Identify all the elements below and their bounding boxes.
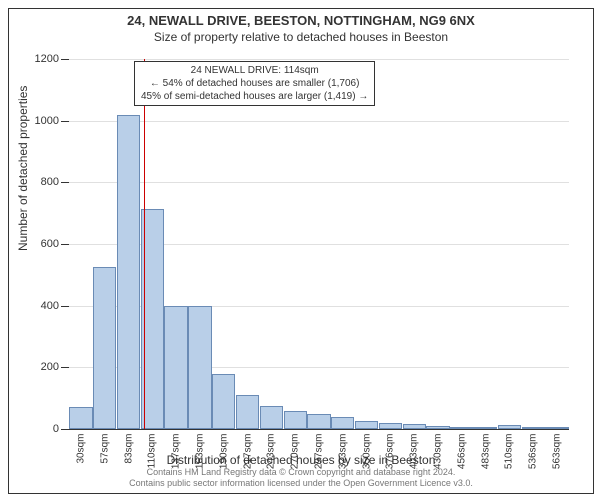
y-tick-label: 800 xyxy=(27,176,59,188)
plot-area: 02004006008001000120030sqm57sqm83sqm110s… xyxy=(69,59,569,430)
histogram-bar xyxy=(355,421,378,429)
y-tick-label: 200 xyxy=(27,361,59,373)
footer-line-1: Contains HM Land Registry data © Crown c… xyxy=(9,467,593,478)
annotation-line-3: 45% of semi-detached houses are larger (… xyxy=(141,90,368,103)
histogram-bar xyxy=(284,411,307,430)
histogram-bar xyxy=(545,427,568,429)
annotation-line-2: ← 54% of detached houses are smaller (1,… xyxy=(141,77,368,90)
histogram-bar xyxy=(498,425,521,429)
y-tick-label: 600 xyxy=(27,238,59,250)
histogram-bar xyxy=(403,424,426,429)
reference-line xyxy=(144,59,145,429)
x-axis-label: Distribution of detached houses by size … xyxy=(9,453,593,467)
histogram-bar xyxy=(522,427,545,429)
histogram-bar xyxy=(117,115,140,430)
footer-text: Contains HM Land Registry data © Crown c… xyxy=(9,467,593,489)
histogram-bar xyxy=(236,395,259,429)
histogram-bar xyxy=(260,406,283,429)
histogram-bar xyxy=(331,417,354,429)
histogram-bar xyxy=(188,306,211,429)
histogram-bar xyxy=(164,306,187,429)
histogram-bar xyxy=(307,414,330,429)
annotation-box: 24 NEWALL DRIVE: 114sqm← 54% of detached… xyxy=(134,61,375,106)
chart-title: 24, NEWALL DRIVE, BEESTON, NOTTINGHAM, N… xyxy=(9,13,593,28)
histogram-bar xyxy=(474,427,497,429)
histogram-bar xyxy=(379,423,402,429)
y-tick-label: 0 xyxy=(27,423,59,435)
y-tick-label: 1200 xyxy=(27,53,59,65)
histogram-bar xyxy=(450,427,473,429)
y-axis-label: Number of detached properties xyxy=(16,86,30,251)
y-tick-label: 1000 xyxy=(27,115,59,127)
annotation-line-1: 24 NEWALL DRIVE: 114sqm xyxy=(141,64,368,77)
footer-line-2: Contains public sector information licen… xyxy=(9,478,593,489)
histogram-bar xyxy=(93,267,116,429)
histogram-bar xyxy=(69,407,92,429)
chart-subtitle: Size of property relative to detached ho… xyxy=(9,30,593,44)
histogram-bar xyxy=(212,374,235,430)
y-tick-label: 400 xyxy=(27,300,59,312)
chart-container: 24, NEWALL DRIVE, BEESTON, NOTTINGHAM, N… xyxy=(8,8,594,494)
histogram-bar xyxy=(426,426,449,429)
